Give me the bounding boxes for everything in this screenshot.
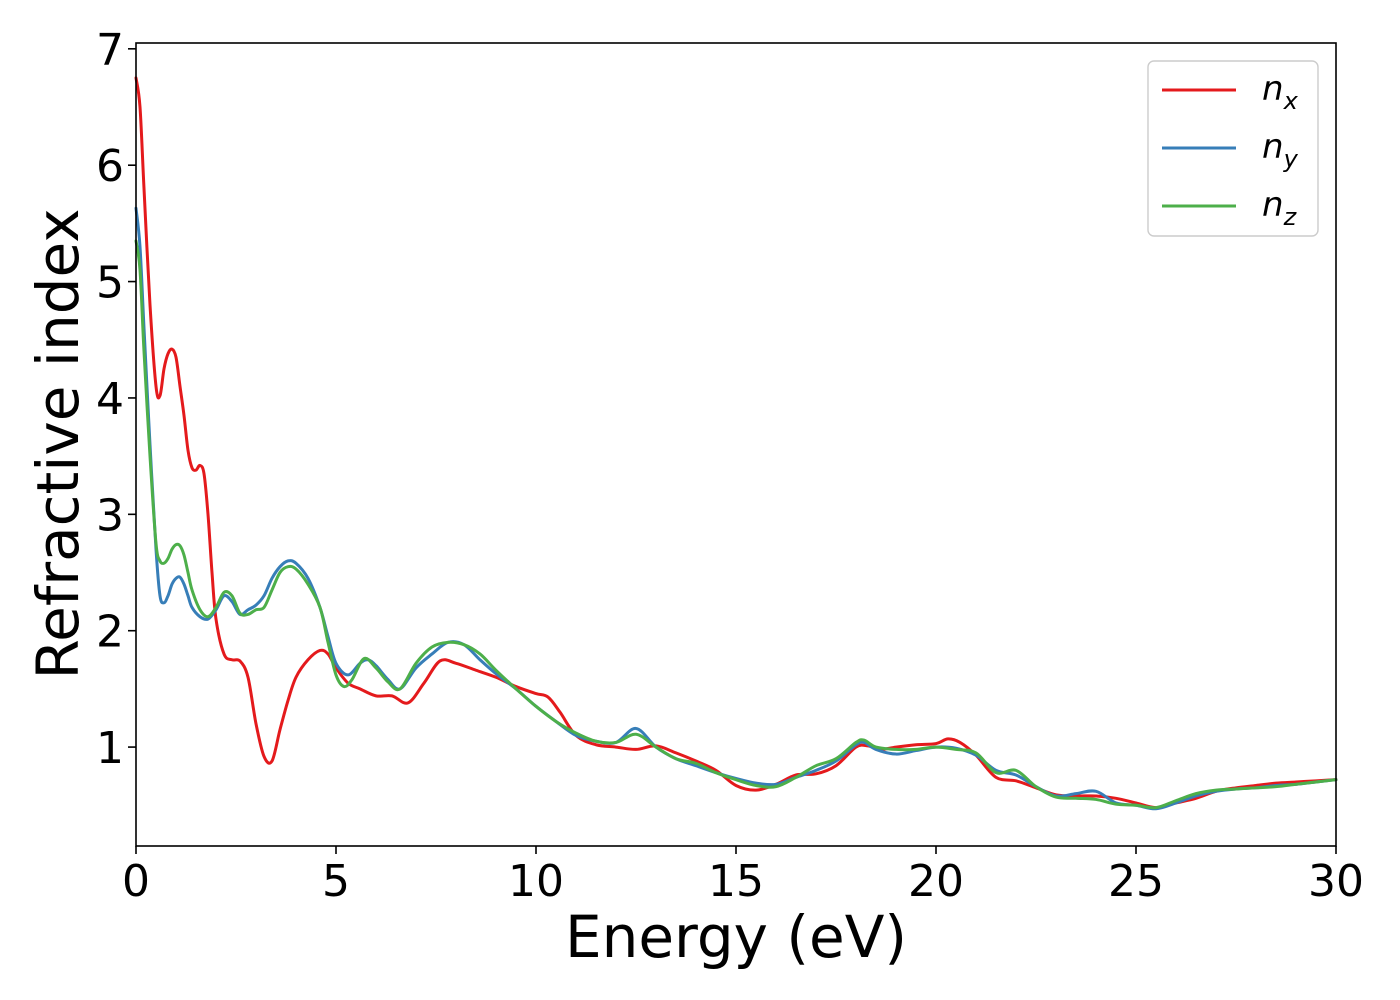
y-tick-label: 7 (96, 25, 124, 76)
series-layer (134, 76, 1338, 811)
y-tick-label: 5 (96, 258, 124, 309)
y-tick-label: 1 (96, 723, 124, 774)
y-tick-label: 3 (96, 490, 124, 541)
series-line-z (134, 239, 1338, 810)
x-tick-label: 5 (322, 856, 350, 907)
x-tick-label: 30 (1308, 856, 1364, 907)
x-tick-label: 25 (1108, 856, 1164, 907)
y-axis-ticks: 1 2 3 4 5 6 7 (96, 25, 136, 774)
y-tick-label: 4 (96, 374, 124, 425)
y-tick-label: 6 (96, 141, 124, 192)
x-tick-label: 0 (122, 856, 150, 907)
x-tick-label: 15 (708, 856, 764, 907)
y-axis-label: Refractive index (24, 208, 92, 679)
y-tick-label: 2 (96, 607, 124, 658)
x-tick-label: 10 (508, 856, 564, 907)
x-axis-ticks: 0 5 10 15 20 25 30 (122, 846, 1364, 907)
x-tick-label: 20 (908, 856, 964, 907)
x-axis-label: Energy (eV) (565, 903, 907, 971)
